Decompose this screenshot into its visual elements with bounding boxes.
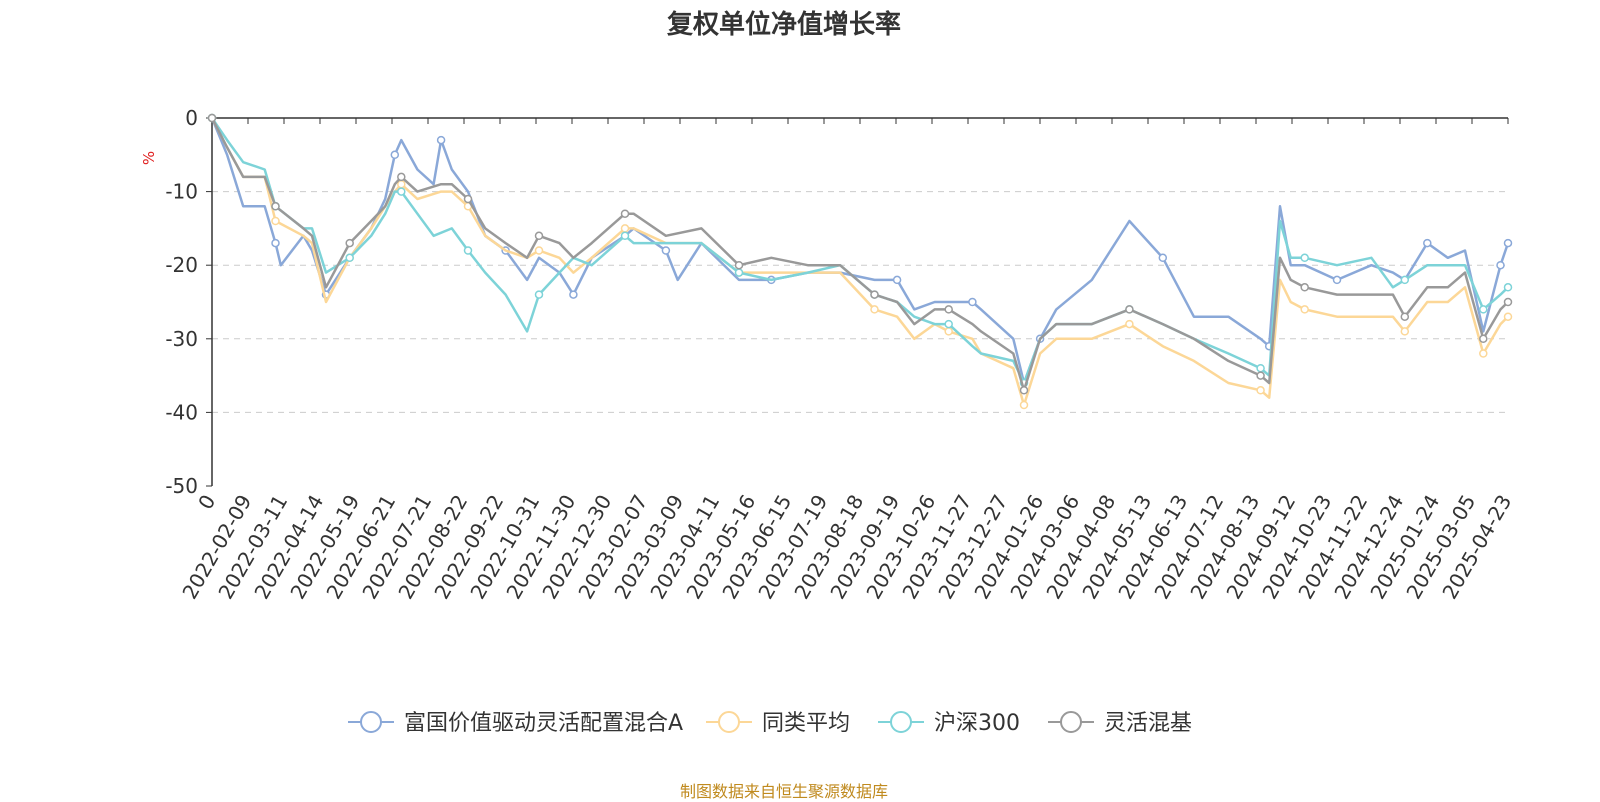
- y-tick-label: -40: [165, 400, 198, 424]
- legend-item-3[interactable]: 灵活混基: [1048, 711, 1192, 736]
- data-point: [1125, 319, 1134, 329]
- data-point: [1158, 253, 1168, 263]
- data-point: [1479, 305, 1488, 314]
- data-point: [1479, 349, 1488, 358]
- y-tick-label: -50: [165, 474, 198, 498]
- legend-marker: [1060, 711, 1082, 733]
- data-point: [534, 246, 544, 255]
- data-point: [1256, 371, 1265, 380]
- data-point: [463, 194, 473, 204]
- data-point: [1400, 312, 1410, 321]
- series-line-0: [210, 117, 1510, 385]
- data-point: [463, 246, 473, 255]
- series-line-2: [210, 117, 1509, 385]
- legend: 富国价值驱动灵活配置混合A 同类平均 沪深300 灵活混基: [348, 711, 1192, 736]
- y-tick-label: -30: [165, 327, 198, 351]
- data-point: [1300, 283, 1309, 292]
- series-line-1: [210, 117, 1509, 407]
- data-point: [968, 297, 977, 307]
- data-point: [397, 187, 406, 196]
- data-point: [271, 202, 280, 211]
- data-point: [1400, 327, 1410, 336]
- y-tick-label: -20: [165, 253, 198, 277]
- data-point: [1503, 238, 1513, 248]
- data-point: [271, 216, 280, 226]
- data-point: [569, 290, 578, 299]
- data-point: [1125, 305, 1134, 314]
- data-point: [534, 290, 544, 299]
- legend-marker: [360, 711, 382, 733]
- legend-item-1[interactable]: 同类平均: [706, 711, 850, 736]
- data-point: [1423, 238, 1432, 248]
- data-point: [1503, 297, 1513, 307]
- data-point: [1479, 334, 1488, 344]
- data-point: [944, 319, 953, 329]
- source-footer: 制图数据来自恒生聚源数据库: [679, 782, 888, 801]
- y-axis-unit-label: %: [140, 151, 158, 165]
- data-point: [1256, 386, 1265, 395]
- data-point: [1300, 305, 1309, 314]
- data-point: [944, 305, 953, 314]
- x-tick-label: 0: [193, 491, 220, 514]
- data-point: [271, 238, 280, 248]
- y-tick-label: 0: [185, 106, 198, 130]
- data-point: [534, 231, 544, 241]
- data-point: [620, 224, 630, 233]
- data-point: [1332, 275, 1342, 285]
- legend-marker: [890, 711, 912, 733]
- data-point: [1300, 253, 1309, 263]
- data-point: [734, 260, 744, 270]
- y-tick-label: -10: [165, 180, 198, 204]
- data-point: [345, 253, 354, 263]
- data-point: [1503, 283, 1513, 292]
- data-point: [870, 305, 879, 314]
- data-point: [436, 135, 446, 145]
- data-point: [620, 231, 630, 241]
- series-lines: [207, 113, 1513, 410]
- legend-item-2[interactable]: 沪深300: [878, 711, 1020, 736]
- data-point: [1400, 275, 1410, 285]
- data-point: [1496, 260, 1505, 270]
- data-point: [207, 113, 217, 123]
- grid-lines: [212, 191, 1508, 413]
- data-point: [397, 179, 406, 189]
- data-point: [1019, 386, 1029, 395]
- data-point: [892, 275, 902, 285]
- legend-label: 灵活混基: [1104, 711, 1192, 736]
- data-point: [390, 150, 400, 160]
- data-point: [1503, 312, 1513, 321]
- data-point: [620, 209, 630, 218]
- data-point: [345, 238, 354, 248]
- data-point: [1256, 363, 1265, 373]
- legend-label: 同类平均: [762, 711, 850, 736]
- axes: 0-10-20-30-40-50%02022-02-092022-03-1120…: [140, 106, 1516, 603]
- chart-title: 复权单位净值增长率: [666, 10, 901, 40]
- legend-label: 沪深300: [934, 711, 1020, 736]
- data-point: [1019, 400, 1029, 410]
- data-point: [734, 268, 744, 277]
- data-point: [870, 290, 879, 299]
- series-line-3: [210, 117, 1509, 392]
- data-point: [661, 246, 671, 255]
- line-chart: 0-10-20-30-40-50%02022-02-092022-03-1120…: [140, 106, 1516, 736]
- data-point: [944, 327, 953, 336]
- data-point: [397, 172, 406, 182]
- legend-item-0[interactable]: 富国价值驱动灵活配置混合A: [348, 711, 683, 736]
- legend-label: 富国价值驱动灵活配置混合A: [404, 711, 683, 736]
- legend-marker: [718, 711, 740, 733]
